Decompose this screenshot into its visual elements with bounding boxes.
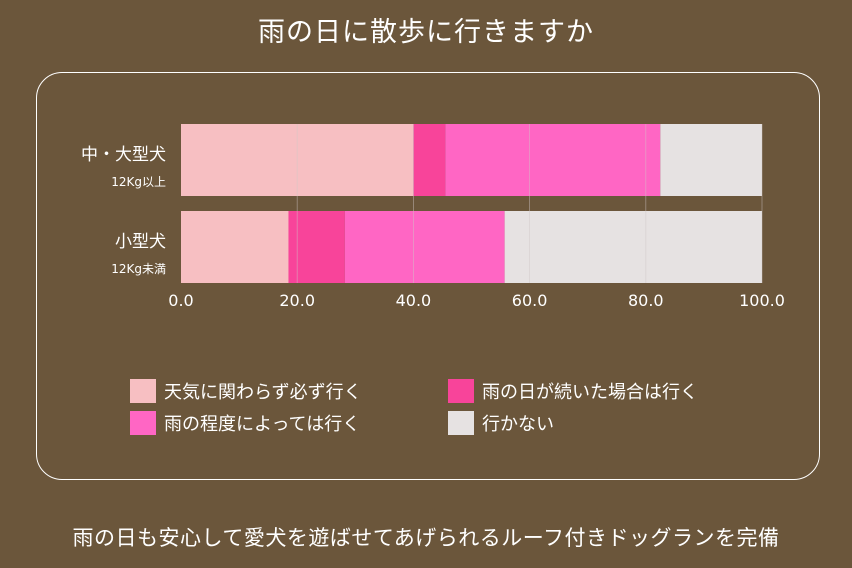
legend-item: 天気に関わらず必ず行く bbox=[130, 378, 362, 404]
legend-label: 雨の程度によっては行く bbox=[164, 414, 361, 435]
x-tick-label: 0.0 bbox=[168, 291, 193, 310]
footer-caption: 雨の日も安心して愛犬を遊ばせてあげられるルーフ付きドッグランを完備 bbox=[72, 526, 780, 550]
legend-swatch bbox=[130, 411, 156, 435]
bar-segment bbox=[288, 211, 345, 283]
chart-title: 雨の日に散歩に行きますか bbox=[258, 17, 594, 48]
bar-segment bbox=[181, 211, 289, 283]
legend-swatch bbox=[448, 411, 474, 435]
bar-segment bbox=[413, 124, 446, 196]
legend-label: 行かない bbox=[482, 414, 554, 435]
category-sublabel: 12Kg未満 bbox=[111, 262, 166, 276]
category-sublabel: 12Kg以上 bbox=[111, 175, 166, 189]
bar-segment bbox=[660, 124, 762, 196]
legend-swatch bbox=[448, 379, 474, 403]
category-label: 小型犬 bbox=[115, 232, 166, 252]
legend-swatch bbox=[130, 379, 156, 403]
bar-segment bbox=[344, 211, 505, 283]
bar-segment bbox=[445, 124, 661, 196]
x-tick-label: 80.0 bbox=[628, 291, 664, 310]
x-tick-label: 60.0 bbox=[512, 291, 548, 310]
chart-panel bbox=[36, 72, 820, 480]
legend-item: 雨の程度によっては行く bbox=[130, 410, 360, 436]
chart-legend: 天気に関わらず必ず行く 雨の日が続いた場合は行く 雨の程度によっては行く 行かな… bbox=[130, 378, 770, 438]
bar-segment bbox=[504, 211, 762, 283]
x-tick-label: 20.0 bbox=[279, 291, 315, 310]
legend-item: 行かない bbox=[448, 410, 554, 436]
x-tick-label: 100.0 bbox=[739, 291, 785, 310]
x-tick-label: 40.0 bbox=[396, 291, 432, 310]
legend-item: 雨の日が続いた場合は行く bbox=[448, 378, 698, 404]
legend-label: 天気に関わらず必ず行く bbox=[164, 382, 362, 403]
legend-label: 雨の日が続いた場合は行く bbox=[482, 382, 698, 403]
category-label: 中・大型犬 bbox=[81, 145, 166, 165]
